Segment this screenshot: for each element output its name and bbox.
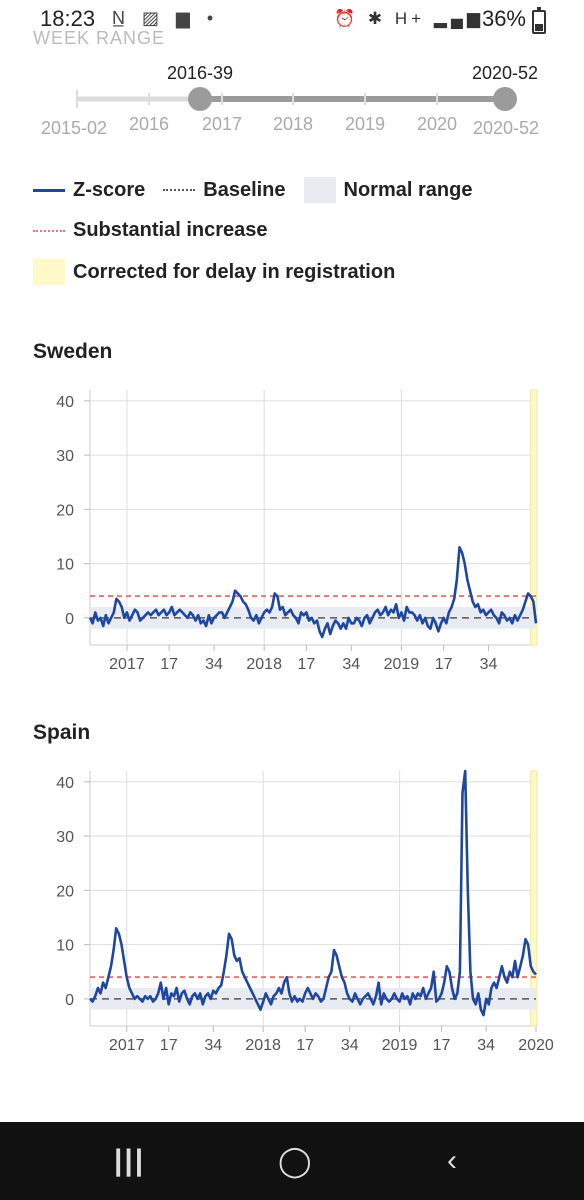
recent-apps-icon[interactable]: ||| <box>114 1144 146 1177</box>
x-tick-label: 2017 <box>109 656 145 673</box>
legend-row-1: Z-score Baseline Normal range <box>33 177 472 203</box>
legend-zscore[interactable]: Z-score <box>73 178 146 201</box>
zscore-series-line <box>88 546 538 639</box>
y-tick-label: 30 <box>56 829 74 846</box>
slider-handle-end[interactable] <box>493 87 517 111</box>
slider-handle-start[interactable] <box>188 87 212 111</box>
slider-end-label: 2020-52 <box>472 63 538 83</box>
y-tick-label: 40 <box>56 775 74 792</box>
y-tick-label: 0 <box>65 611 74 628</box>
notification-icons: N̲ ▨ ▆ • <box>112 8 219 29</box>
legend-row-3: Corrected for delay in registration <box>33 259 395 285</box>
y-tick-label: 0 <box>65 992 74 1009</box>
x-tick-label: 34 <box>342 656 360 673</box>
battery-icon <box>532 7 546 34</box>
x-tick-label: 2019 <box>382 1037 418 1054</box>
y-tick-label: 10 <box>56 557 74 574</box>
x-tick-label: 34 <box>480 656 498 673</box>
x-tick-label: 17 <box>296 1037 314 1054</box>
sweden-chart-title: Sweden <box>33 340 113 363</box>
home-icon[interactable]: ◯ <box>278 1145 312 1178</box>
x-tick-label: 34 <box>204 1037 222 1054</box>
legend-baseline[interactable]: Baseline <box>203 178 286 201</box>
week-range-title: WEEK RANGE <box>33 28 166 48</box>
substantial-legend-swatch <box>33 229 65 232</box>
hplus-data-icon: H+ <box>394 9 426 28</box>
slider-year-label: 2017 <box>202 114 242 134</box>
system-icons: ⏰ ✱ H+ ▂▄▆ <box>334 9 484 29</box>
baseline-legend-swatch <box>163 189 196 191</box>
corrected-delay-band <box>530 389 538 646</box>
x-tick-label: 2018 <box>246 656 282 673</box>
slider-year-label: 2016 <box>129 114 169 134</box>
zscore-legend-swatch <box>33 188 65 192</box>
x-tick-label: 17 <box>435 656 453 673</box>
slider-min-label: 2015-02 <box>41 118 107 138</box>
y-tick-label: 40 <box>56 394 74 411</box>
notification-n-icon: N̲ <box>112 8 131 28</box>
y-tick-label: 30 <box>56 448 74 465</box>
x-tick-label: 2020 <box>518 1037 554 1054</box>
legend-row-2: Substantial increase <box>33 219 268 242</box>
slider-year-label: 2018 <box>273 114 313 134</box>
folder-icon: ▆ <box>176 8 196 28</box>
zscore-series-line <box>89 769 537 1017</box>
clock: 18:23 <box>40 6 96 31</box>
x-tick-label: 2017 <box>109 1037 145 1054</box>
x-tick-label: 2018 <box>245 1037 281 1054</box>
sweden-chart: 0 10 20 30 40 2017 17 34 2018 17 34 2019 17 34 <box>56 389 538 673</box>
x-tick-label: 17 <box>160 1037 178 1054</box>
spain-chart: 0 10 20 30 40 2017 17 34 2018 17 34 2019 17 34 2020 <box>56 769 554 1054</box>
x-tick-label: 17 <box>433 1037 451 1054</box>
gallery-icon: ▨ <box>142 8 166 28</box>
bluetooth-icon: ✱ <box>367 9 387 28</box>
legend-substantial[interactable]: Substantial increase <box>73 219 268 241</box>
x-tick-label: 2019 <box>384 656 420 673</box>
status-bar: 18:23 N̲ ▨ ▆ • ⏰ ✱ H+ ▂▄▆ 36% <box>0 0 584 40</box>
y-tick-label: 10 <box>56 938 74 955</box>
slider-start-label: 2016-39 <box>167 63 233 83</box>
normal-range-legend-swatch <box>303 177 336 203</box>
legend-normal-range[interactable]: Normal range <box>343 178 473 201</box>
android-nav-bar: ||| ◯ ‹ <box>0 1122 584 1200</box>
signal-icon: ▂▄▆ <box>433 9 484 28</box>
x-tick-label: 34 <box>341 1037 359 1054</box>
corrected-delay-band <box>530 770 538 1027</box>
y-tick-label: 20 <box>56 883 74 900</box>
y-tick-label: 20 <box>56 502 74 519</box>
battery-percent: 36% <box>481 6 526 31</box>
legend-corrected[interactable]: Corrected for delay in registration <box>73 260 396 283</box>
x-tick-label: 34 <box>477 1037 495 1054</box>
slider-year-label: 2019 <box>345 114 385 134</box>
slider-max-label: 2020-52 <box>473 118 539 138</box>
week-range-slider[interactable]: 2016-39 2020-52 2015-02 2016 2017 2018 2… <box>0 50 584 170</box>
spain-chart-title: Spain <box>33 721 91 744</box>
back-icon[interactable]: ‹ <box>447 1144 457 1177</box>
x-tick-label: 34 <box>205 656 223 673</box>
x-tick-label: 17 <box>160 656 178 673</box>
x-tick-label: 17 <box>298 656 316 673</box>
slider-year-label: 2020 <box>417 114 457 134</box>
corrected-legend-swatch <box>33 259 65 285</box>
alarm-icon: ⏰ <box>333 9 360 28</box>
dot-icon: • <box>206 8 220 28</box>
